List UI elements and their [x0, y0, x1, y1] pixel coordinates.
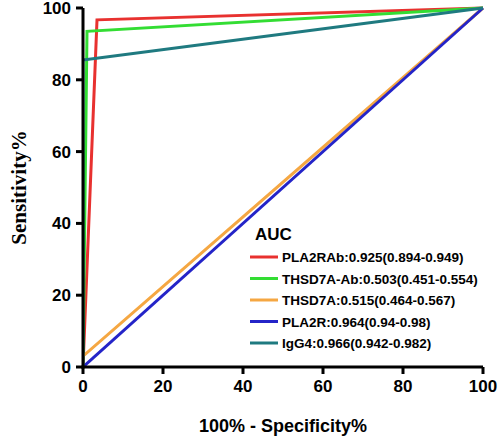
roc-line: [83, 8, 483, 367]
x-tick-label: 0: [78, 377, 87, 396]
x-tick: [322, 367, 325, 374]
roc-line: [83, 8, 483, 367]
y-tick-label: 100: [43, 0, 71, 18]
roc-line: [83, 8, 483, 367]
x-tick: [82, 367, 85, 374]
x-tick: [242, 367, 245, 374]
plot-area: [83, 8, 483, 367]
legend-title: AUC: [255, 225, 292, 244]
legend: AUC PLA2RAb:0.925(0.894-0.949) THSD7A-Ab:0…: [250, 225, 478, 351]
legend-label: IgG4:0.966(0.942-0.982): [282, 336, 431, 351]
x-tick-label: 40: [234, 377, 253, 396]
y-tick: [76, 222, 83, 225]
legend-swatch: [250, 299, 278, 302]
y-tick-label: 80: [52, 71, 71, 90]
y-tick-label: 40: [52, 214, 71, 233]
y-tick: [76, 294, 83, 297]
chart: 0 20 40 60 80 100 0 20 40 60 80 100 100% - Specifici…: [0, 0, 500, 443]
x-axis: [82, 366, 484, 369]
legend-label: THSD7A-Ab:0.503(0.451-0.554): [282, 272, 478, 287]
legend-label: THSD7A:0.515(0.464-0.567): [282, 293, 455, 308]
y-tick: [76, 7, 83, 10]
x-tick: [402, 367, 405, 374]
legend-swatch: [250, 256, 278, 259]
roc-line: [83, 8, 483, 367]
legend-swatch: [250, 320, 278, 323]
x-tick-label: 80: [394, 377, 413, 396]
y-axis: [82, 8, 85, 369]
y-tick-label: 20: [52, 286, 71, 305]
x-tick-label: 20: [154, 377, 173, 396]
legend-swatch: [250, 342, 278, 345]
legend-label: PLA2R:0.964(0.94-0.98): [282, 315, 431, 330]
x-tick-label: 60: [314, 377, 333, 396]
roc-line: [83, 8, 483, 367]
legend-label: PLA2RAb:0.925(0.894-0.949): [282, 250, 464, 265]
legend-swatch: [250, 277, 278, 280]
x-tick-label: 100: [469, 377, 497, 396]
y-tick-label: 60: [52, 143, 71, 162]
x-tick: [482, 367, 485, 374]
y-tick: [76, 150, 83, 153]
x-tick: [162, 367, 165, 374]
y-tick-label: 0: [62, 358, 71, 377]
x-axis-label: 100% - Specificity%: [199, 416, 367, 436]
y-axis-label: Sensitivity%: [7, 130, 31, 244]
y-tick: [76, 78, 83, 81]
